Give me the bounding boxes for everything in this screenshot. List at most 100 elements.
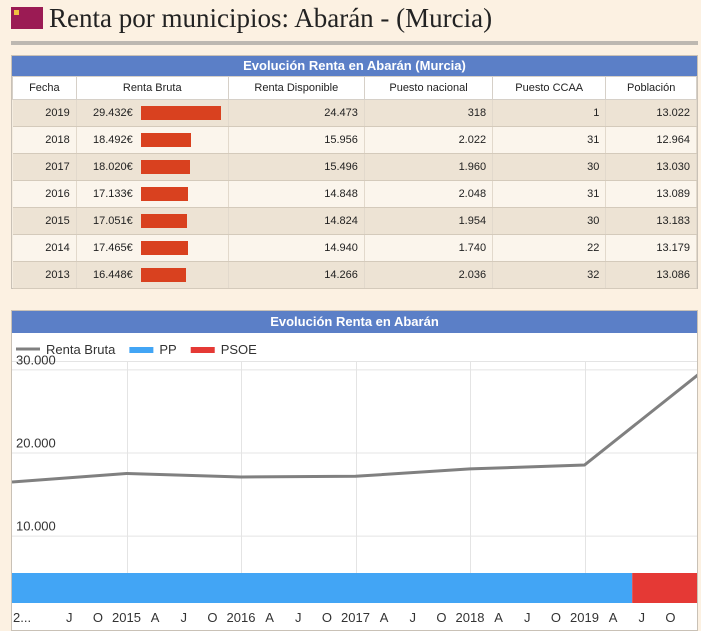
x-tick-label: O: [93, 610, 103, 625]
cell-renta-disponible: 14.824: [228, 207, 365, 235]
header-renta-bruta[interactable]: Renta Bruta: [75, 76, 229, 100]
cell-poblacion: 12.964: [605, 126, 697, 154]
table-row: 2019 29.432€ 24.473 318 1 13.022: [12, 99, 697, 127]
renta-bruta-value: 17.465€: [92, 242, 133, 254]
legend-swatch-pp: [129, 347, 154, 353]
cell-poblacion: 13.086: [605, 261, 697, 289]
page-header: Renta por municipios: Abarán - (Murcia): [11, 3, 701, 39]
renta-bruta-bar: [140, 241, 188, 255]
cell-puesto-ccaa: 30: [492, 153, 607, 181]
income-line-chart: 10.000 20.000 30.000 2... J O 2015 A J O 2016 A J O 20…: [12, 342, 697, 625]
murcia-flag-icon: [11, 7, 43, 29]
x-tick-label: A: [609, 610, 618, 625]
cell-puesto-nacional: 1.954: [364, 207, 494, 235]
x-tick-label: J: [295, 610, 302, 625]
x-tick-label: O: [551, 610, 561, 625]
y-tick-label: 20.000: [16, 435, 56, 450]
renta-bruta-bar: [140, 214, 187, 228]
cell-puesto-ccaa: 32: [492, 261, 607, 289]
x-tick-label: 2...: [13, 610, 31, 625]
table-row: 2017 18.020€ 15.496 1.960 30 13.030: [12, 153, 697, 181]
cell-poblacion: 13.030: [605, 153, 697, 181]
table-caption: Evolución Renta en Abarán (Murcia): [12, 56, 697, 76]
x-tick-label: 2019: [570, 610, 599, 625]
cell-fecha: 2017: [12, 153, 77, 181]
cell-renta-bruta: 29.432€: [76, 99, 229, 127]
x-tick-label: J: [66, 610, 73, 625]
cell-renta-disponible: 14.940: [228, 234, 365, 262]
cell-puesto-ccaa: 31: [492, 126, 607, 154]
cell-puesto-nacional: 318: [364, 99, 494, 127]
legend-label: Renta Bruta: [46, 342, 116, 357]
header-fecha[interactable]: Fecha: [12, 76, 77, 100]
header-puesto-nacional[interactable]: Puesto nacional: [363, 76, 494, 100]
renta-bruta-bar: [140, 187, 188, 201]
renta-bruta-value: 17.133€: [92, 188, 133, 200]
party-band-pp: [12, 573, 633, 603]
cell-puesto-ccaa: 1: [492, 99, 607, 127]
cell-fecha: 2016: [12, 180, 77, 208]
income-chart-panel: Evolución Renta en Abarán 10.000 20.000 30…: [11, 310, 698, 631]
cell-puesto-nacional: 1.740: [364, 234, 494, 262]
cell-poblacion: 13.183: [605, 207, 697, 235]
renta-bruta-bar: [140, 133, 191, 147]
cell-fecha: 2018: [12, 126, 77, 154]
header-divider: [11, 41, 698, 45]
x-tick-label: J: [410, 610, 417, 625]
x-tick-label: A: [151, 610, 160, 625]
cell-renta-disponible: 15.496: [228, 153, 365, 181]
x-tick-label: O: [322, 610, 332, 625]
cell-puesto-nacional: 1.960: [364, 153, 494, 181]
cell-puesto-ccaa: 30: [492, 207, 607, 235]
cell-renta-disponible: 14.848: [228, 180, 365, 208]
cell-renta-disponible: 14.266: [228, 261, 365, 289]
table-row: 2015 17.051€ 14.824 1.954 30 13.183: [12, 207, 697, 235]
renta-bruta-value: 18.020€: [92, 161, 133, 173]
x-tick-label: J: [524, 610, 531, 625]
table-row: 2018 18.492€ 15.956 2.022 31 12.964: [12, 126, 697, 154]
cell-puesto-nacional: 2.022: [364, 126, 494, 154]
x-tick-label: O: [665, 610, 675, 625]
cell-renta-bruta: 17.051€: [76, 207, 229, 235]
renta-bruta-value: 16.448€: [92, 269, 133, 281]
table-row: 2016 17.133€ 14.848 2.048 31 13.089: [12, 180, 697, 208]
renta-bruta-bar: [140, 268, 186, 282]
x-tick-label: J: [181, 610, 188, 625]
renta-bruta-value: 29.432€: [92, 107, 133, 119]
x-tick-label: O: [436, 610, 446, 625]
cell-renta-bruta: 18.020€: [76, 153, 229, 181]
table-row: 2013 16.448€ 14.266 2.036 32 13.086: [12, 261, 697, 289]
cell-fecha: 2019: [12, 99, 77, 127]
renta-bruta-value: 18.492€: [92, 134, 133, 146]
cell-fecha: 2014: [12, 234, 77, 262]
party-band-psoe: [632, 573, 697, 603]
cell-renta-disponible: 15.956: [228, 126, 365, 154]
cell-renta-bruta: 18.492€: [76, 126, 229, 154]
cell-fecha: 2015: [12, 207, 77, 235]
income-table-panel: Evolución Renta en Abarán (Murcia) Fecha…: [11, 55, 698, 289]
cell-puesto-ccaa: 31: [492, 180, 607, 208]
header-poblacion[interactable]: Población: [605, 76, 697, 100]
cell-fecha: 2013: [12, 261, 77, 289]
cell-poblacion: 13.179: [605, 234, 697, 262]
cell-puesto-nacional: 2.048: [364, 180, 494, 208]
cell-poblacion: 13.089: [605, 180, 697, 208]
series-line-renta-bruta: [12, 373, 697, 484]
x-tick-label: 2018: [456, 610, 485, 625]
legend-label: PP: [159, 342, 176, 357]
x-tick-label: 2015: [112, 610, 141, 625]
x-tick-label: 2017: [341, 610, 370, 625]
page-title: Renta por municipios: Abarán - (Murcia): [49, 3, 493, 33]
x-tick-label: A: [494, 610, 503, 625]
header-puesto-ccaa[interactable]: Puesto CCAA: [492, 76, 607, 100]
cell-renta-bruta: 17.465€: [76, 234, 229, 262]
header-renta-disponible[interactable]: Renta Disponible: [227, 76, 365, 100]
renta-bruta-bar: [140, 160, 190, 174]
cell-renta-bruta: 17.133€: [76, 180, 229, 208]
cell-puesto-ccaa: 22: [492, 234, 607, 262]
y-tick-label: 30.000: [16, 352, 56, 367]
renta-bruta-value: 17.051€: [92, 215, 133, 227]
cell-puesto-nacional: 2.036: [364, 261, 494, 289]
cell-poblacion: 13.022: [605, 99, 697, 127]
y-tick-label: 10.000: [16, 519, 56, 534]
